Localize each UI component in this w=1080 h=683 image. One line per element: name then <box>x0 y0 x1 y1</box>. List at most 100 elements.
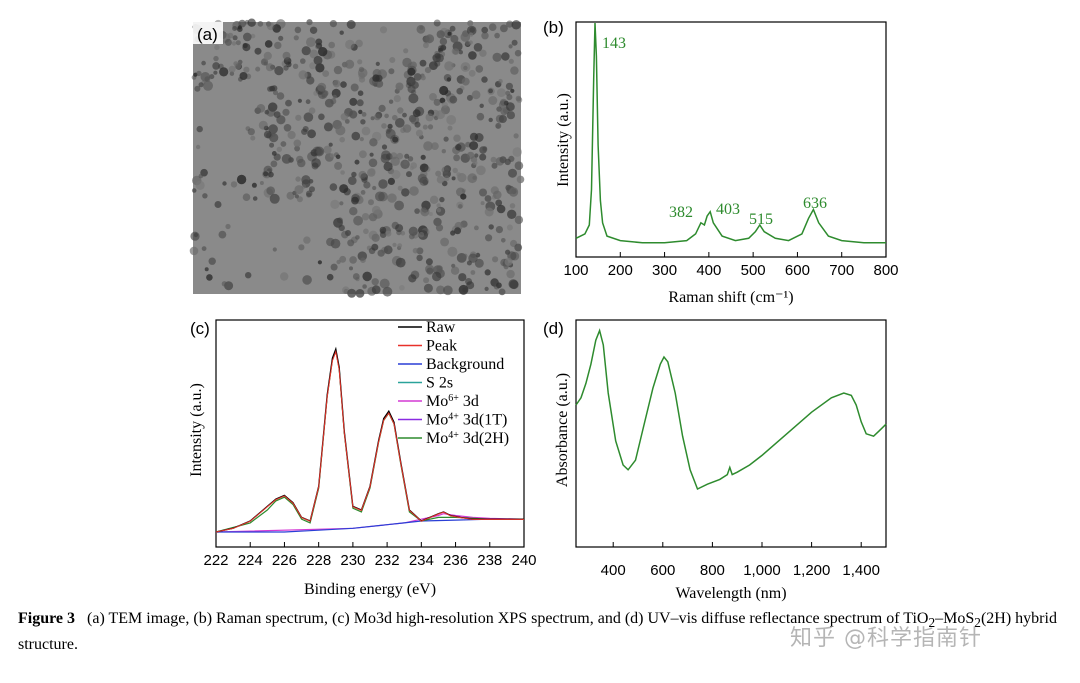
tem-particle <box>332 79 341 88</box>
tem-particle <box>381 123 387 129</box>
tem-particle <box>340 81 347 88</box>
tem-particle <box>397 243 403 249</box>
raman-x-tick-label: 100 <box>563 262 588 279</box>
tem-particle <box>434 52 441 59</box>
tem-particle <box>428 212 433 216</box>
tem-particle <box>505 90 511 96</box>
tem-particle <box>234 62 242 70</box>
tem-particle <box>501 52 510 61</box>
tem-particle <box>358 76 366 83</box>
tem-particle <box>276 146 282 153</box>
tem-particle <box>330 98 337 105</box>
tem-particle <box>447 246 458 257</box>
tem-particle <box>436 30 445 39</box>
tem-particle <box>439 85 449 96</box>
tem-particle <box>318 113 325 121</box>
tem-particle <box>200 72 211 82</box>
xps-x-tick-label: 222 <box>203 552 228 569</box>
raman-peak-label: 636 <box>803 195 827 212</box>
tem-particle <box>198 173 204 179</box>
tem-particle <box>381 144 388 150</box>
tem-particle <box>265 63 274 72</box>
tem-particle <box>300 58 306 64</box>
raman-peak-label: 382 <box>669 204 693 221</box>
tem-particle <box>263 171 269 177</box>
tem-particle <box>385 230 392 237</box>
tem-particle <box>511 39 518 46</box>
tem-particle <box>276 92 285 100</box>
tem-particle <box>268 124 278 134</box>
tem-particle <box>495 199 503 207</box>
xps-series-line <box>216 518 524 533</box>
tem-particle <box>247 128 255 136</box>
raman-x-tick-label: 200 <box>608 262 633 279</box>
tem-particle <box>191 188 197 193</box>
uvvis-axes-box <box>575 319 887 548</box>
xps-legend-label: Mo4+ 3d(2H) <box>426 430 509 448</box>
tem-particle <box>418 231 425 238</box>
tem-particle <box>266 186 276 195</box>
tem-particle <box>509 203 516 209</box>
tem-particle <box>482 146 488 151</box>
tem-particle <box>392 136 399 143</box>
tem-particle <box>363 181 371 189</box>
tem-particle <box>379 26 388 34</box>
tem-particle <box>213 70 218 75</box>
tem-particle <box>425 34 435 44</box>
tem-particle <box>492 52 502 62</box>
xps-x-label: Binding energy (eV) <box>304 581 436 598</box>
tem-particle <box>484 207 494 217</box>
tem-particle <box>370 116 375 121</box>
tem-particle <box>266 22 275 31</box>
tem-particle <box>498 288 506 296</box>
raman-x-tick-label: 800 <box>873 262 898 279</box>
tem-particle <box>361 112 367 117</box>
tem-particle <box>372 185 377 191</box>
tem-particle <box>506 269 515 279</box>
tem-particle <box>281 154 292 164</box>
tem-particle <box>369 152 374 157</box>
xps-series <box>215 346 525 533</box>
tem-particle <box>379 278 390 289</box>
tem-particle <box>407 67 416 76</box>
tem-particle <box>461 77 470 86</box>
tem-particle <box>315 38 323 46</box>
xps-x-tick-label: 228 <box>306 552 331 569</box>
raman-x-label: Raman shift (cm⁻¹) <box>668 289 793 306</box>
tem-particle <box>400 230 406 236</box>
tem-particle <box>420 207 428 215</box>
tem-particle <box>395 224 404 233</box>
tem-particle <box>209 74 215 80</box>
tem-particle <box>243 32 252 42</box>
tem-particle <box>195 180 205 190</box>
tem-particle <box>237 25 242 30</box>
tem-particle <box>274 66 284 76</box>
tem-particle <box>368 158 378 168</box>
tem-particle <box>351 196 359 205</box>
tem-particle <box>508 58 514 64</box>
tem-particle <box>292 63 299 69</box>
tem-particle <box>488 23 497 32</box>
tem-particle <box>196 125 203 133</box>
tem-particle <box>229 71 235 76</box>
tem-particle <box>252 196 258 201</box>
tem-particle <box>452 48 460 55</box>
tem-particle <box>339 255 347 263</box>
tem-particle <box>476 165 486 176</box>
tem-particle <box>362 271 373 282</box>
tem-particle <box>446 77 452 82</box>
tem-particle <box>371 233 380 242</box>
tem-particle <box>460 32 471 42</box>
tem-particle <box>378 179 388 189</box>
tem-particle <box>243 66 250 73</box>
uvvis-x-label: Wavelength (nm) <box>675 585 786 602</box>
tem-particle <box>509 280 519 290</box>
tem-particle <box>468 253 478 263</box>
tem-particle <box>349 266 353 271</box>
tem-particle <box>407 156 414 162</box>
tem-particle <box>401 188 410 197</box>
tem-particle <box>387 123 393 129</box>
tem-particle <box>270 160 278 168</box>
tem-particle <box>329 20 337 28</box>
